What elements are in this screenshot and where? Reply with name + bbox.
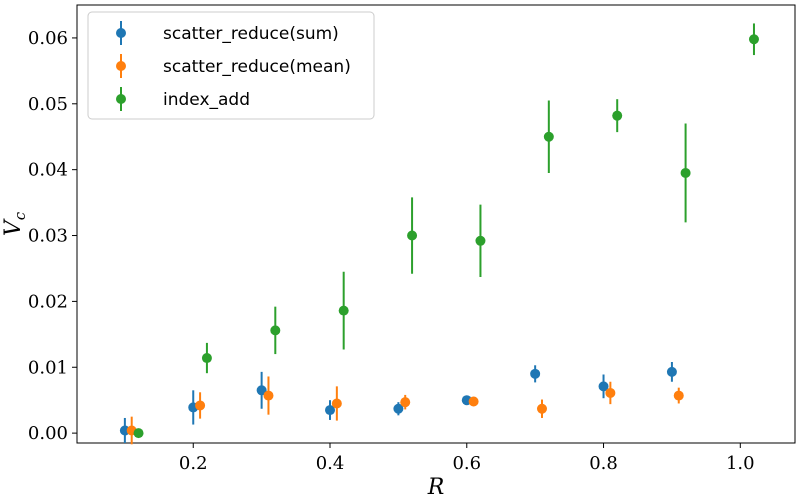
data-point [270, 325, 281, 336]
x-tick-label: 1.0 [726, 453, 755, 474]
legend-label: index_add [163, 90, 250, 110]
data-point [393, 403, 404, 414]
x-tick-label: 0.2 [179, 453, 208, 474]
data-point [543, 131, 554, 142]
data-point [598, 381, 609, 392]
data-point [530, 368, 541, 379]
legend-box [87, 11, 375, 120]
y-tick-label: 0.04 [28, 160, 68, 181]
legend-item: index_add [116, 87, 250, 111]
legend-label: scatter_reduce(mean) [163, 57, 351, 77]
data-point [748, 34, 759, 45]
series-layer [119, 23, 759, 445]
data-point [536, 403, 547, 414]
y-tick-label: 0.06 [28, 28, 68, 49]
legend: scatter_reduce(sum) scatter_reduce(mean)i… [87, 11, 375, 120]
data-point [256, 385, 267, 396]
y-tick-label: 0.02 [28, 291, 68, 312]
data-point [673, 390, 684, 401]
y-tick-label: 0.05 [28, 94, 68, 115]
data-point [680, 167, 691, 178]
y-tick-label: 0.00 [28, 423, 68, 444]
data-point [475, 235, 486, 246]
x-tick-label: 0.4 [316, 453, 345, 474]
legend-marker [116, 28, 126, 38]
y-tick-label: 0.03 [28, 226, 68, 247]
x-tick-label: 0.8 [589, 453, 618, 474]
data-point [400, 397, 411, 408]
data-point [407, 230, 418, 241]
data-point [263, 390, 274, 401]
plot-frame [76, 4, 796, 444]
series-0 [119, 361, 677, 443]
legend-item: scatter_reduce(sum) [116, 21, 339, 45]
data-point [331, 398, 342, 409]
data-point [195, 400, 206, 411]
data-point [119, 425, 130, 436]
y-axis-label: Vc [1, 211, 29, 236]
legend-marker [116, 61, 126, 71]
legend-item: scatter_reduce(mean) [116, 54, 351, 78]
data-point [666, 366, 677, 377]
legend-label: scatter_reduce(sum) [163, 24, 339, 44]
legend-marker [116, 94, 126, 104]
y-axis-label-subscript: c [11, 211, 29, 220]
series-1 [126, 376, 684, 445]
x-axis-label: R [427, 475, 445, 499]
x-tick-label: 0.6 [452, 453, 481, 474]
y-tick-label: 0.01 [28, 357, 68, 378]
data-point [612, 110, 623, 121]
axes-layer: 0.2 0.4 0.6 0.8 1.0 0.00 0.01 0.02 0.03 0.04 0.05 0… [28, 28, 755, 474]
series-2 [133, 23, 759, 439]
data-point [325, 405, 336, 416]
data-point [468, 396, 479, 407]
data-point [605, 387, 616, 398]
data-point [201, 353, 212, 364]
svg-text:Vc: Vc [1, 211, 29, 236]
data-point [133, 428, 144, 439]
data-point [338, 305, 349, 316]
